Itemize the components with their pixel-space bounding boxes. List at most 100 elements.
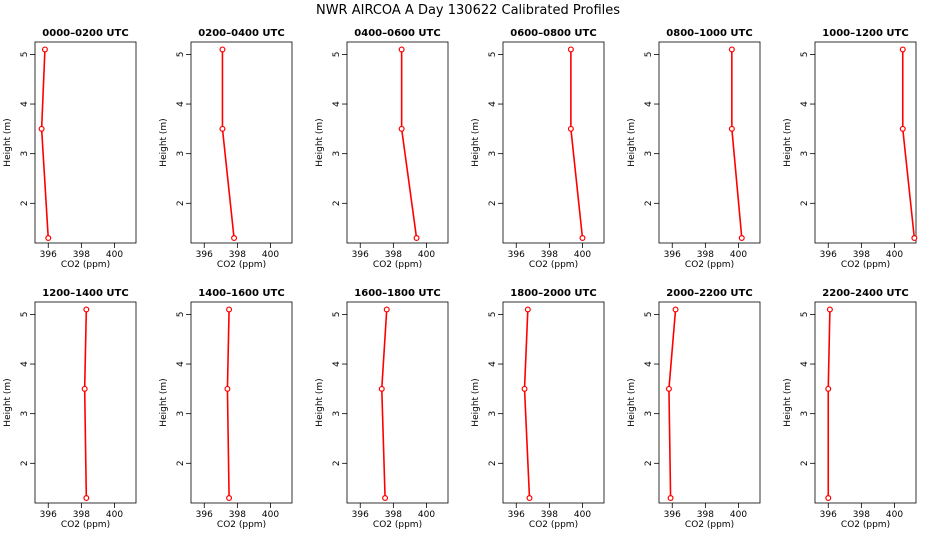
panel-title: 2200–2400 UTC [822,288,908,299]
plot-frame [502,301,605,504]
x-tick-label: 400 [106,510,123,520]
chart-panel: 1600–1800 UTC 396 398 400 2 3 4 5 CO2 (ppm) Heigh… [315,288,449,530]
panel-title: 1800–2000 UTC [510,288,596,299]
x-tick-label: 400 [418,510,435,520]
x-tick-label: 400 [262,250,279,260]
y-tick-label: 2 [488,460,498,466]
x-tick-label: 400 [106,250,123,260]
data-point [524,306,531,313]
data-point [231,235,238,242]
y-tick-label: 2 [644,200,654,206]
data-point [825,385,832,392]
plot-frame [190,301,293,504]
x-tick-label: 396 [820,250,837,260]
y-tick-label: 2 [800,460,810,466]
data-point [728,46,735,53]
chart-panel: 1400–1600 UTC 396 398 400 2 3 4 5 CO2 (ppm) Heigh… [159,288,293,530]
data-point [45,235,52,242]
panel-title: 0400–0600 UTC [354,28,440,39]
y-tick-label: 3 [644,151,654,157]
x-axis-label: CO2 (ppm) [685,260,734,270]
profile-line [40,49,50,239]
chart-panel: 1200–1400 UTC 396 398 400 2 3 4 5 CO2 (ppm) Heigh… [3,288,137,530]
x-axis-label: CO2 (ppm) [217,520,266,530]
chart-panel: 0400–0600 UTC 396 398 400 2 3 4 5 CO2 (ppm) Heigh… [315,28,449,270]
y-tick-label: 4 [176,361,186,367]
data-point [667,495,674,502]
x-tick-label: 398 [385,250,402,260]
plot-frame [658,41,761,244]
y-axis-label: Height (m) [471,378,481,426]
plot-frame [346,41,449,244]
chart-panel: 1000–1200 UTC 396 398 400 2 3 4 5 CO2 (ppm) Heigh… [783,28,918,270]
y-axis-label: Height (m) [315,118,325,166]
y-tick-label: 2 [332,200,342,206]
y-axis-label: Height (m) [783,118,793,166]
y-tick-label: 3 [800,151,810,157]
y-tick-label: 4 [20,101,30,107]
y-tick-label: 5 [176,312,186,318]
x-tick-label: 398 [73,250,90,260]
y-tick-label: 4 [332,361,342,367]
y-axis-label: Height (m) [627,378,637,426]
x-tick-label: 396 [508,250,525,260]
data-point [219,125,226,132]
y-tick-label: 5 [176,52,186,58]
y-tick-label: 3 [332,151,342,157]
y-tick-label: 5 [488,52,498,58]
x-tick-label: 398 [697,250,714,260]
y-tick-label: 2 [20,460,30,466]
profile-line [827,309,831,499]
data-point [224,385,231,392]
y-axis-label: Height (m) [159,378,169,426]
x-axis-label: CO2 (ppm) [373,520,422,530]
plot-frame [658,301,761,504]
y-tick-label: 3 [800,411,810,417]
y-tick-label: 3 [332,411,342,417]
y-tick-label: 3 [176,411,186,417]
x-axis-label: CO2 (ppm) [61,260,110,270]
data-point [567,46,574,53]
data-point [226,495,233,502]
data-point [899,46,906,53]
y-tick-label: 2 [488,200,498,206]
y-axis-label: Height (m) [3,118,13,166]
x-tick-label: 398 [229,250,246,260]
profile-line [570,49,584,239]
plot-frame [190,41,293,244]
chart-panel: 2000–2200 UTC 396 398 400 2 3 4 5 CO2 (ppm) Heigh… [627,288,761,530]
y-tick-label: 3 [488,151,498,157]
chart-panel: 2200–2400 UTC 396 398 400 2 3 4 5 CO2 (ppm) Heigh… [783,288,917,530]
x-tick-label: 396 [196,250,213,260]
x-tick-label: 400 [730,250,747,260]
y-tick-label: 5 [488,312,498,318]
chart-panel: 0600–0800 UTC 396 398 400 2 3 4 5 CO2 (ppm) Heigh… [471,28,605,270]
x-tick-label: 400 [886,510,903,520]
data-point [226,306,233,313]
data-point [38,125,45,132]
panel-grid: 0000–0200 UTC 396 398 400 2 3 4 5 CO2 (ppm) Heigh… [3,28,918,530]
y-tick-label: 3 [176,151,186,157]
y-axis-label: Height (m) [159,118,169,166]
y-tick-label: 4 [644,361,654,367]
data-point [672,306,679,313]
data-point [825,495,832,502]
x-axis-label: CO2 (ppm) [529,520,578,530]
data-point [378,385,385,392]
profile-line [83,309,88,499]
y-tick-label: 4 [488,101,498,107]
x-tick-label: 400 [886,250,903,260]
figure-title: NWR AIRCOA A Day 130622 Calibrated Profi… [316,3,620,18]
x-tick-label: 400 [262,510,279,520]
profile-line [226,309,230,499]
x-tick-label: 398 [541,510,558,520]
y-axis-label: Height (m) [315,378,325,426]
data-point [219,46,226,53]
chart-panel: 0000–0200 UTC 396 398 400 2 3 4 5 CO2 (ppm) Heigh… [3,28,137,270]
data-point [41,46,48,53]
x-tick-label: 398 [853,250,870,260]
y-tick-label: 4 [488,361,498,367]
x-tick-label: 398 [229,510,246,520]
panel-title: 0200–0400 UTC [198,28,284,39]
